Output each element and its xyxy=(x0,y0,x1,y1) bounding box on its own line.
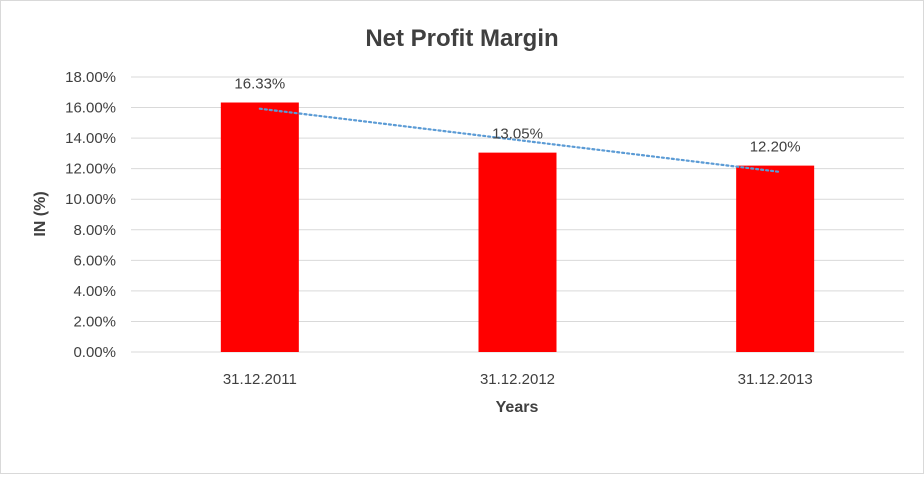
y-tick-label: 4.00% xyxy=(73,283,116,300)
y-tick-label: 14.00% xyxy=(65,130,116,147)
y-axis-ticks: 0.00% 2.00% 4.00% 6.00% 8.00% 10.00% 12.00% 14.… xyxy=(65,69,116,361)
y-tick-label: 2.00% xyxy=(73,313,116,330)
bar xyxy=(736,165,815,352)
bar xyxy=(478,152,557,352)
y-tick-label: 16.00% xyxy=(65,100,116,117)
x-tick-label: 31.12.2013 xyxy=(738,371,813,388)
y-tick-label: 0.00% xyxy=(73,344,116,361)
bar xyxy=(220,102,299,352)
trendline xyxy=(258,107,781,173)
y-tick-label: 10.00% xyxy=(65,191,116,208)
x-tick-label: 31.12.2012 xyxy=(480,371,555,388)
data-label: 13.05% xyxy=(492,126,543,143)
data-label: 16.33% xyxy=(234,76,285,93)
y-tick-label: 6.00% xyxy=(73,252,116,269)
chart-title: Net Profit Margin xyxy=(365,25,558,52)
x-tick-label: 31.12.2011 xyxy=(223,371,297,388)
data-label: 12.20% xyxy=(750,139,801,156)
y-axis-title: IN (%) xyxy=(32,191,49,236)
x-axis-title: Years xyxy=(496,399,539,416)
data-labels: 16.33% 13.05% 12.20% xyxy=(234,76,800,156)
y-tick-label: 18.00% xyxy=(65,69,116,86)
bars xyxy=(220,102,815,352)
y-tick-label: 8.00% xyxy=(73,222,116,239)
y-tick-label: 12.00% xyxy=(65,161,116,178)
trendline-path xyxy=(258,107,781,173)
x-axis-ticks: 31.12.2011 31.12.2012 31.12.2013 xyxy=(223,371,813,388)
